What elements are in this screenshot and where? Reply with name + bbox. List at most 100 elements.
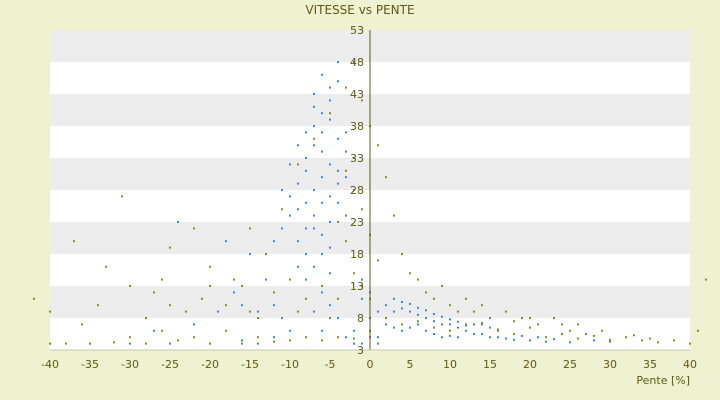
data-point [689, 342, 691, 345]
data-point [313, 125, 315, 127]
data-point [321, 253, 323, 255]
data-point [425, 317, 427, 319]
data-point [537, 323, 539, 326]
data-point [401, 323, 403, 326]
data-point [553, 317, 555, 319]
x-tick-label: 15 [483, 358, 497, 371]
data-point [257, 342, 259, 345]
data-point [473, 310, 475, 313]
data-point [313, 227, 315, 230]
data-point [609, 340, 611, 343]
data-point [217, 310, 219, 313]
data-point [185, 310, 187, 313]
data-point [529, 339, 531, 342]
data-point [345, 150, 347, 153]
data-point [473, 333, 475, 335]
data-point [329, 195, 331, 198]
data-point [329, 86, 331, 89]
y-tick-label: 8 [357, 312, 364, 325]
data-point [193, 323, 195, 326]
data-point [281, 317, 283, 319]
data-point [473, 323, 475, 326]
data-point [337, 182, 339, 185]
data-point [297, 208, 299, 211]
data-point [401, 253, 403, 255]
data-point [593, 339, 595, 342]
data-point [329, 163, 331, 166]
data-point [433, 313, 435, 316]
data-point [377, 336, 379, 339]
data-point [313, 144, 315, 147]
data-point [249, 253, 251, 255]
data-point [417, 320, 419, 323]
data-point [441, 323, 443, 326]
data-point [305, 253, 307, 255]
data-point [129, 336, 131, 339]
data-point [489, 326, 491, 329]
chart-title: VITESSE vs PENTE [305, 3, 414, 17]
data-point [73, 240, 75, 243]
data-point [297, 310, 299, 313]
y-tick-label: 13 [350, 280, 364, 293]
data-point [305, 157, 307, 159]
data-point [329, 112, 331, 115]
data-point [329, 304, 331, 307]
data-point [393, 214, 395, 217]
x-tick-label: -5 [325, 358, 336, 371]
data-point [345, 176, 347, 179]
data-point [353, 157, 355, 159]
data-point [353, 272, 355, 275]
data-point [385, 304, 387, 307]
data-point [129, 285, 131, 287]
data-point [289, 339, 291, 342]
data-point [569, 329, 571, 332]
data-point [313, 137, 315, 140]
data-point [449, 304, 451, 307]
data-point [321, 176, 323, 179]
data-point [377, 310, 379, 313]
data-point [465, 323, 467, 326]
data-point [521, 317, 523, 319]
data-point [297, 240, 299, 243]
data-point [337, 221, 339, 223]
data-point [345, 240, 347, 243]
data-point [361, 342, 363, 345]
data-point [449, 318, 451, 321]
x-tick-label: 0 [367, 358, 374, 371]
data-point [177, 221, 179, 223]
data-point [145, 342, 147, 345]
x-tick-label: 10 [443, 358, 457, 371]
data-point [305, 227, 307, 230]
data-point [313, 310, 315, 313]
data-point [337, 201, 339, 204]
data-point [321, 201, 323, 204]
data-point [337, 297, 339, 300]
data-point [489, 317, 491, 319]
data-point [601, 329, 603, 332]
data-point [449, 329, 451, 332]
data-point [313, 265, 315, 268]
data-point [385, 317, 387, 319]
data-point [97, 304, 99, 307]
data-point [273, 291, 275, 294]
data-point [65, 342, 67, 345]
data-point [225, 304, 227, 307]
data-point [297, 265, 299, 268]
data-point [297, 163, 299, 166]
data-point [313, 93, 315, 95]
data-point [457, 310, 459, 313]
data-point [249, 310, 251, 313]
x-tick-label: -10 [281, 358, 299, 371]
data-point [409, 326, 411, 329]
data-point [169, 246, 171, 249]
data-point [361, 285, 363, 287]
data-point [529, 317, 531, 319]
data-point [545, 336, 547, 339]
data-point [569, 341, 571, 344]
data-point [313, 105, 315, 108]
data-point [289, 214, 291, 217]
data-point [241, 285, 243, 287]
data-point [321, 233, 323, 236]
